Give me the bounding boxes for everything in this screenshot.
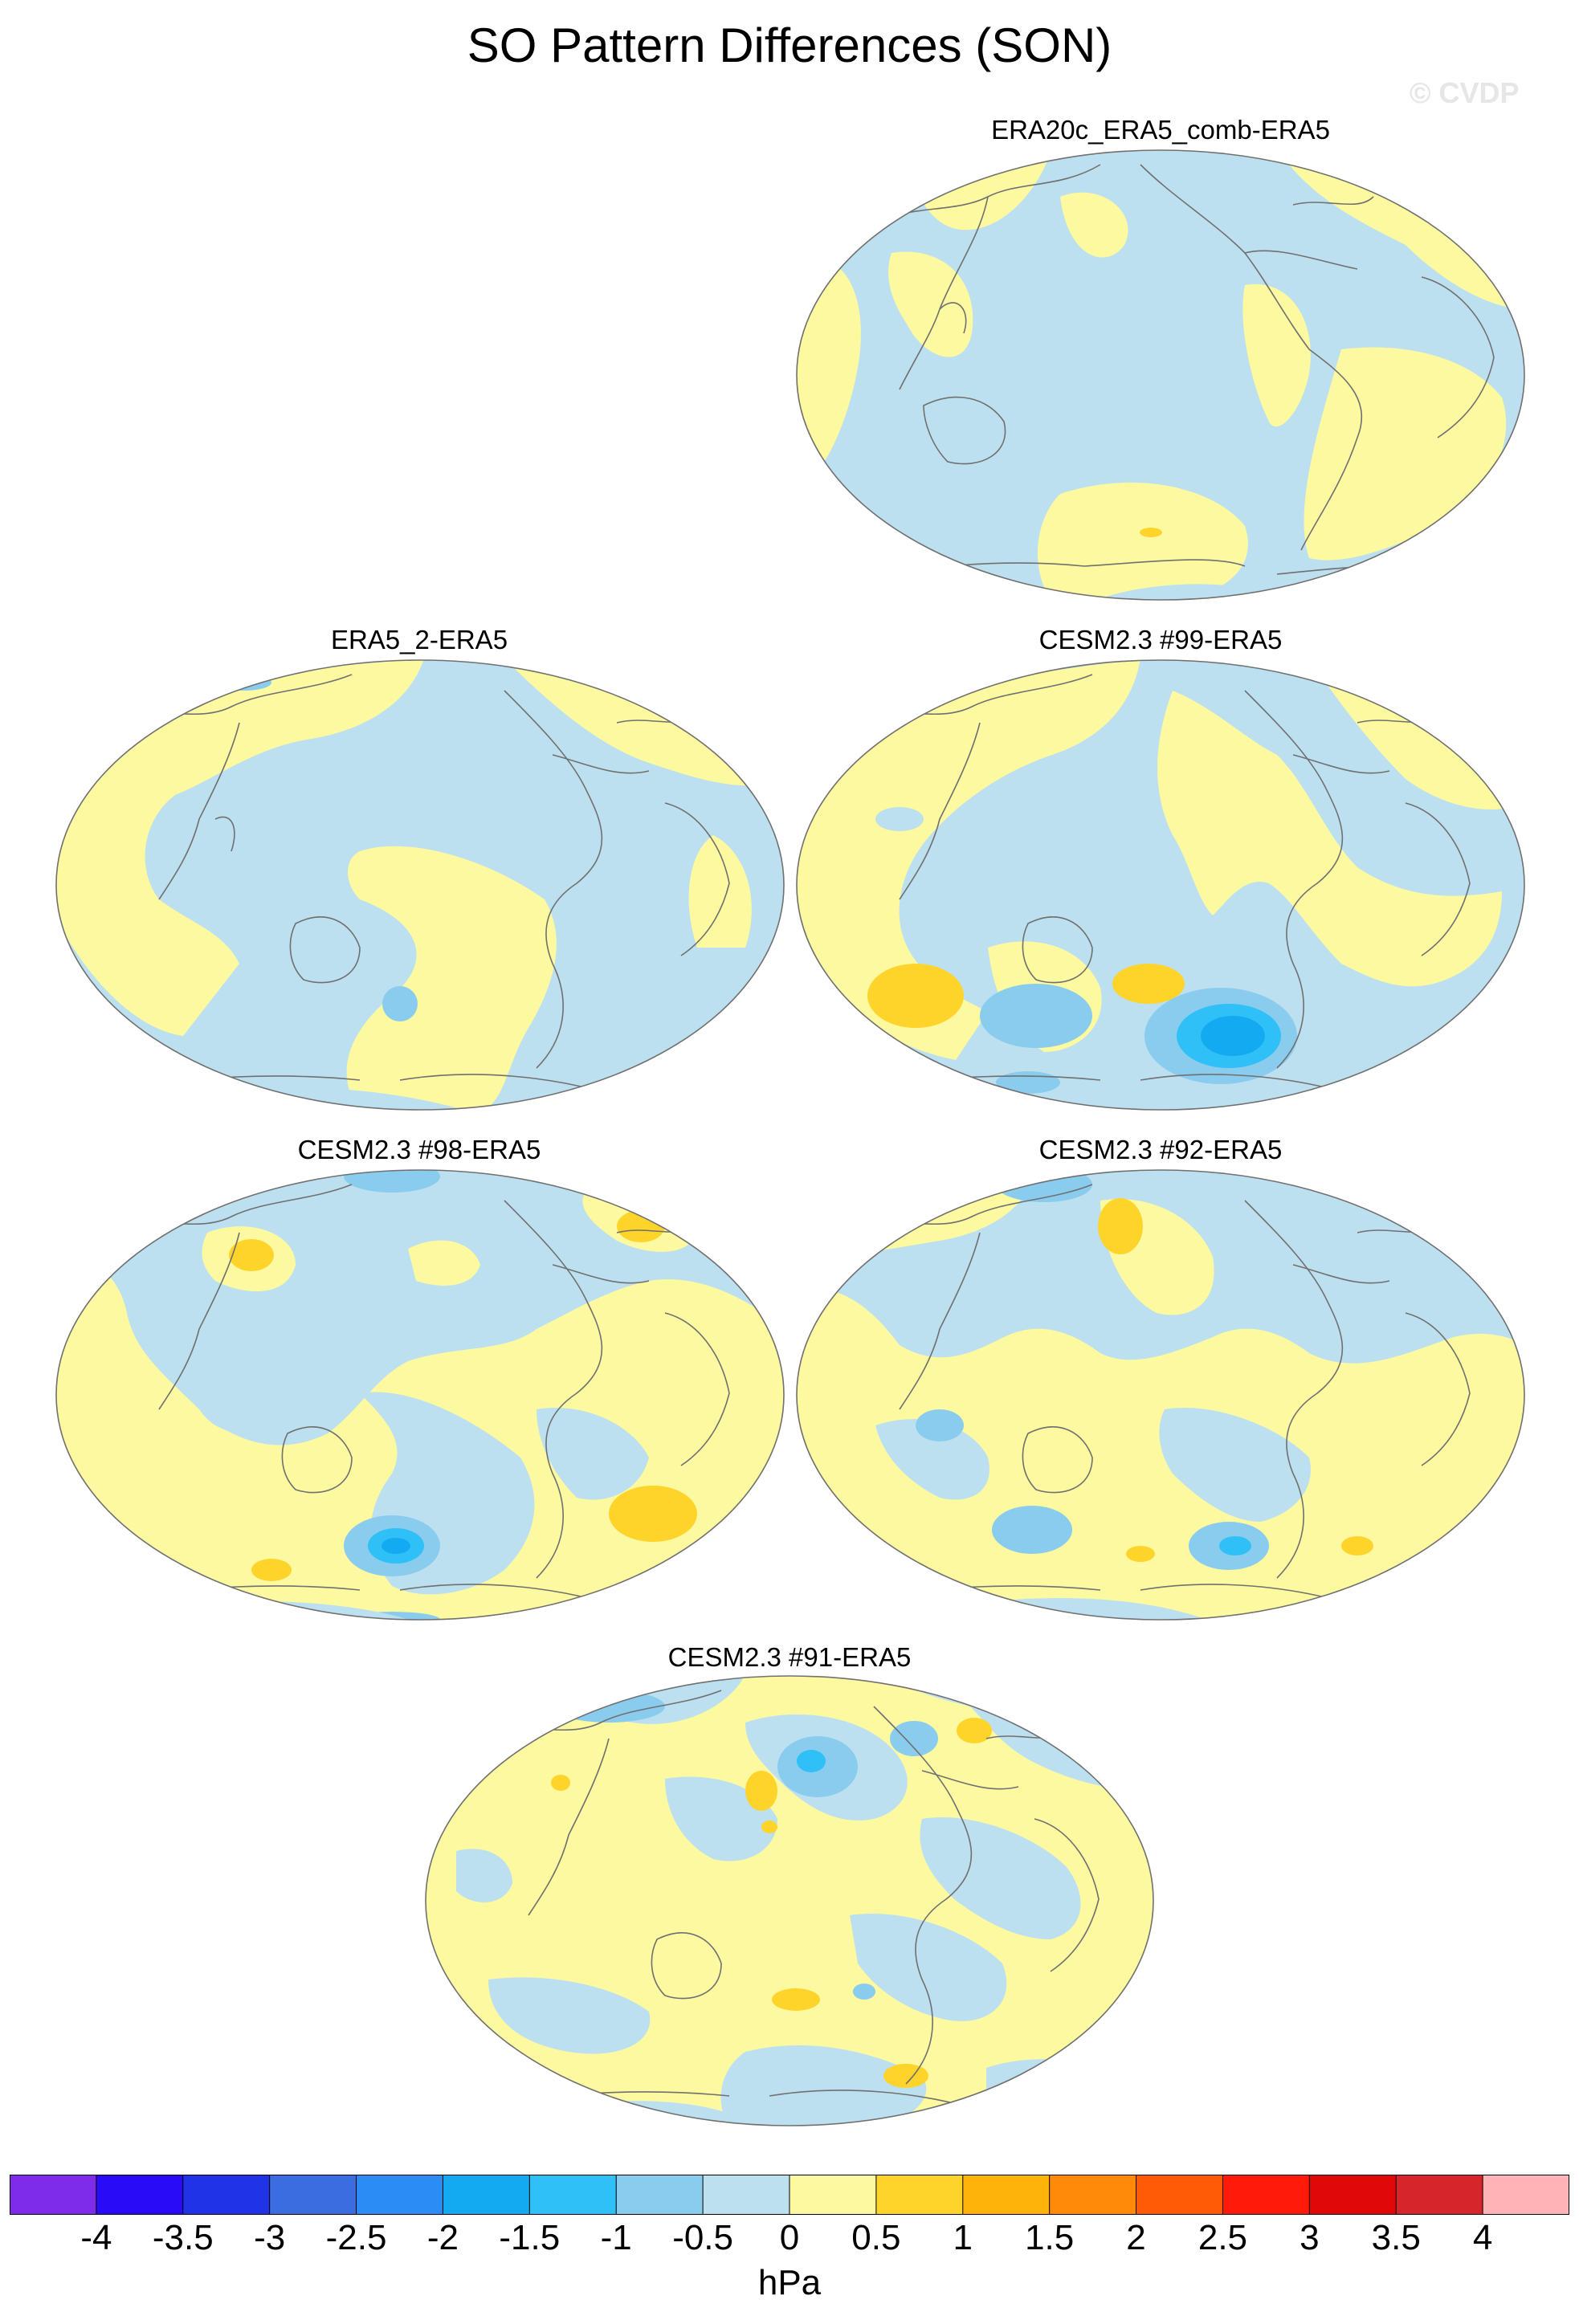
colorbar-swatch bbox=[96, 2175, 184, 2215]
colorbar-swatch bbox=[529, 2175, 617, 2215]
map-panel-cesm-98 bbox=[55, 1169, 785, 1621]
map-panel-cesm-91 bbox=[425, 1675, 1154, 2126]
colorbar-tick-label: -4 bbox=[80, 2218, 112, 2257]
colorbar-tick-label: -2 bbox=[426, 2218, 459, 2257]
colorbar-swatch bbox=[1049, 2175, 1137, 2215]
panel-title-cesm-91: CESM2.3 #91-ERA5 bbox=[667, 1642, 912, 1672]
panel-title-cesm-92: CESM2.3 #92-ERA5 bbox=[1038, 1135, 1283, 1164]
panel-title-era20c: ERA20c_ERA5_comb-ERA5 bbox=[991, 115, 1330, 145]
colorbar-tick-label: 0 bbox=[779, 2218, 800, 2257]
colorbar-tick-label: -0.5 bbox=[672, 2218, 734, 2257]
map-panel-cesm-92 bbox=[796, 1169, 1525, 1621]
page-title: SO Pattern Differences (SON) bbox=[467, 18, 1112, 72]
colorbar-tick-label: 1.5 bbox=[1025, 2218, 1075, 2257]
colorbar-swatch bbox=[269, 2175, 357, 2215]
colorbar-swatch bbox=[356, 2175, 443, 2215]
colorbar-tick-label: 3 bbox=[1300, 2218, 1320, 2257]
colorbar-swatch bbox=[962, 2175, 1051, 2215]
panel-title-era5-2: ERA5_2-ERA5 bbox=[330, 625, 508, 654]
colorbar-swatch bbox=[1222, 2175, 1310, 2215]
colorbar-swatch bbox=[1396, 2175, 1483, 2215]
colorbar-swatch bbox=[790, 2175, 877, 2215]
colorbar-swatch bbox=[875, 2175, 964, 2215]
colorbar-swatch bbox=[443, 2175, 530, 2215]
colorbar-tick-label: 1 bbox=[953, 2218, 973, 2257]
colorbar-swatch bbox=[616, 2175, 704, 2215]
colorbar-swatch bbox=[1136, 2175, 1223, 2215]
map-outline bbox=[796, 149, 1525, 601]
colorbar-tick-label: 2 bbox=[1126, 2218, 1146, 2257]
map-panel-era20c bbox=[796, 149, 1525, 601]
map-panel-cesm-99 bbox=[796, 659, 1525, 1111]
colorbar-tick-label: -3.5 bbox=[152, 2218, 214, 2257]
colorbar-units-label: hPa bbox=[757, 2263, 822, 2302]
colorbar-tick-label: -1.5 bbox=[499, 2218, 561, 2257]
panel-title-cesm-99: CESM2.3 #99-ERA5 bbox=[1038, 625, 1283, 654]
watermark: © CVDP bbox=[1410, 76, 1520, 109]
colorbar-swatch bbox=[182, 2175, 271, 2215]
colorbar-tick-label: 3.5 bbox=[1371, 2218, 1421, 2257]
colorbar-swatch bbox=[10, 2175, 97, 2215]
map-panel-era5-2 bbox=[55, 659, 785, 1111]
colorbar-tick-label: 0.5 bbox=[851, 2218, 901, 2257]
panel-title-cesm-98: CESM2.3 #98-ERA5 bbox=[297, 1135, 541, 1164]
colorbar-tick-label: -3 bbox=[254, 2218, 286, 2257]
colorbar-tick-label: 2.5 bbox=[1198, 2218, 1248, 2257]
colorbar-tick-label: 4 bbox=[1472, 2218, 1493, 2257]
colorbar-swatch bbox=[1309, 2175, 1397, 2215]
colorbar bbox=[10, 2175, 1569, 2215]
colorbar-swatch bbox=[703, 2175, 790, 2215]
colorbar-tick-label: -1 bbox=[600, 2218, 632, 2257]
colorbar-tick-label: -2.5 bbox=[325, 2218, 387, 2257]
colorbar-swatch bbox=[1483, 2175, 1569, 2215]
